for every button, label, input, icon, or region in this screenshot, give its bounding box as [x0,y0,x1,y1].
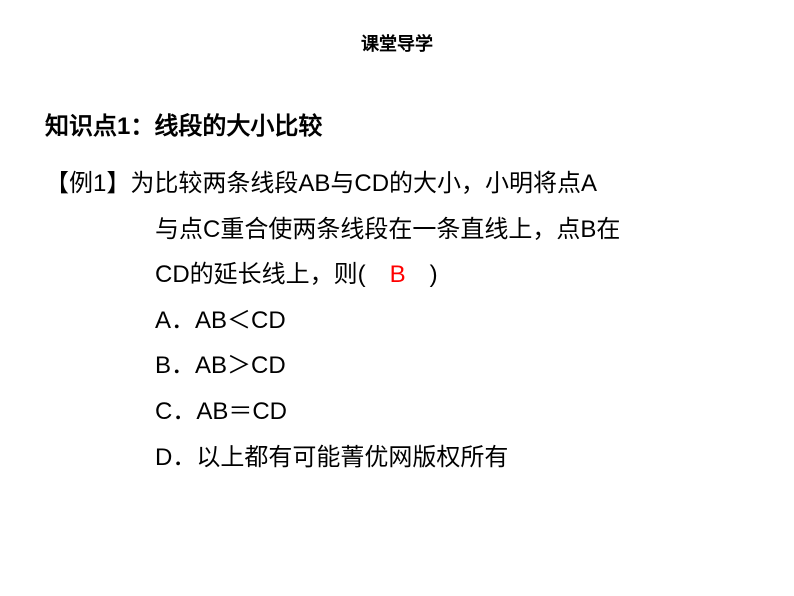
option-b: B．AB＞CD [45,343,749,389]
content-area: 知识点1：线段的大小比较 【例1】 为比较两条线段AB与CD的大小，小明将点A … [0,56,794,480]
option-c-text: C．AB＝CD [155,398,287,425]
topic-title: 知识点1：线段的大小比较 [45,106,749,141]
header-title: 课堂导学 [361,34,433,54]
option-c: C．AB＝CD [45,389,749,435]
problem-text-3b: ) [406,252,438,298]
problem-text-3a: CD的延长线上，则( [155,252,390,298]
option-d: D．以上都有可能菁优网版权所有 [45,435,749,481]
problem-text-2: 与点C重合使两条线段在一条直线上，点B在 [155,207,620,253]
page-header: 课堂导学 [0,0,794,56]
example-label: 【例1】 [45,161,130,207]
topic-label: 知识点1：线段的大小比较 [45,113,322,140]
answer-mark: B [390,252,406,298]
option-a: A．AB＜CD [45,298,749,344]
problem-line-1: 【例1】 为比较两条线段AB与CD的大小，小明将点A [45,161,749,207]
option-b-text: B．AB＞CD [155,352,286,379]
option-d-text: D．以上都有可能菁优网版权所有 [155,444,508,471]
problem-line-3: CD的延长线上，则( B ) [45,252,749,298]
option-a-text: A．AB＜CD [155,307,286,334]
problem-text-1: 为比较两条线段AB与CD的大小，小明将点A [130,161,597,207]
problem-line-2: 与点C重合使两条线段在一条直线上，点B在 [45,207,749,253]
